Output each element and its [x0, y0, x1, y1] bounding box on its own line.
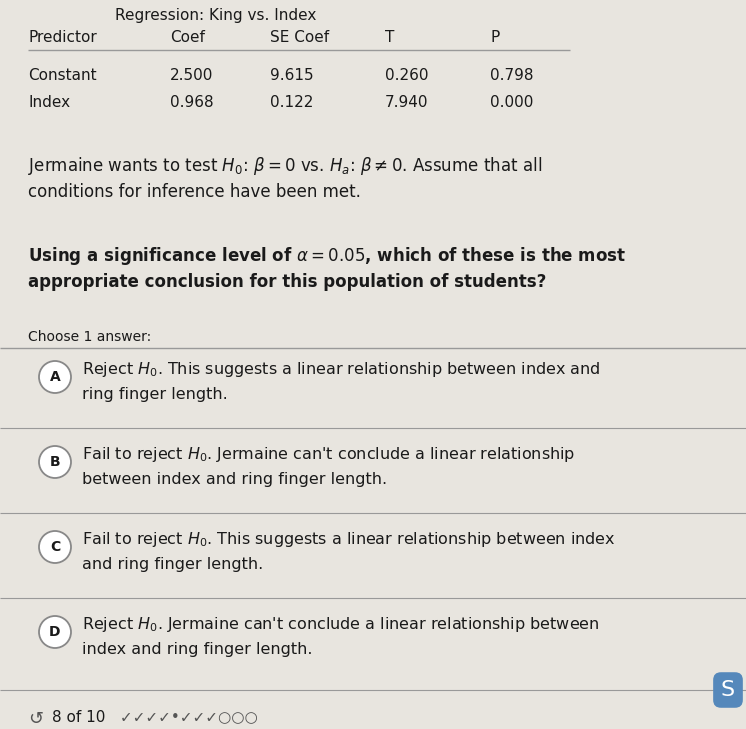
Text: Fail to reject $H_0$. Jermaine can't conclude a linear relationship: Fail to reject $H_0$. Jermaine can't con… [82, 445, 575, 464]
Text: ↺: ↺ [28, 710, 43, 728]
Text: Predictor: Predictor [28, 30, 97, 45]
Text: Index: Index [28, 95, 70, 110]
Text: Choose 1 answer:: Choose 1 answer: [28, 330, 151, 344]
Text: conditions for inference have been met.: conditions for inference have been met. [28, 183, 361, 201]
Text: 0.122: 0.122 [270, 95, 313, 110]
Text: Using a significance level of $\alpha = 0.05$, which of these is the most: Using a significance level of $\alpha = … [28, 245, 626, 267]
Text: Regression: King vs. Index: Regression: King vs. Index [115, 8, 316, 23]
Text: between index and ring finger length.: between index and ring finger length. [82, 472, 387, 487]
Text: B: B [50, 455, 60, 469]
Text: S: S [721, 680, 735, 700]
Text: index and ring finger length.: index and ring finger length. [82, 642, 313, 657]
Circle shape [39, 531, 71, 563]
Text: A: A [50, 370, 60, 384]
Text: 0.000: 0.000 [490, 95, 533, 110]
Text: Constant: Constant [28, 68, 97, 83]
Text: and ring finger length.: and ring finger length. [82, 557, 263, 572]
Text: P: P [490, 30, 499, 45]
Text: appropriate conclusion for this population of students?: appropriate conclusion for this populati… [28, 273, 546, 291]
Text: 0.968: 0.968 [170, 95, 213, 110]
Text: Jermaine wants to test $H_0$: $\beta = 0$ vs. $H_a$: $\beta \neq 0$. Assume that: Jermaine wants to test $H_0$: $\beta = 0… [28, 155, 542, 177]
Text: Coef: Coef [170, 30, 205, 45]
Circle shape [39, 446, 71, 478]
Text: ✓✓✓✓•✓✓✓○○○: ✓✓✓✓•✓✓✓○○○ [115, 710, 258, 725]
Circle shape [39, 361, 71, 393]
Text: 8 of 10: 8 of 10 [52, 710, 105, 725]
Text: D: D [49, 625, 60, 639]
Text: C: C [50, 540, 60, 554]
Text: 0.798: 0.798 [490, 68, 533, 83]
Text: 2.500: 2.500 [170, 68, 213, 83]
Text: Reject $H_0$. This suggests a linear relationship between index and: Reject $H_0$. This suggests a linear rel… [82, 360, 601, 379]
Text: 9.615: 9.615 [270, 68, 313, 83]
Circle shape [39, 616, 71, 648]
Text: 0.260: 0.260 [385, 68, 428, 83]
Text: Reject $H_0$. Jermaine can't conclude a linear relationship between: Reject $H_0$. Jermaine can't conclude a … [82, 615, 600, 634]
Text: SE Coef: SE Coef [270, 30, 329, 45]
Text: 7.940: 7.940 [385, 95, 428, 110]
Text: Fail to reject $H_0$. This suggests a linear relationship between index: Fail to reject $H_0$. This suggests a li… [82, 530, 615, 549]
Text: T: T [385, 30, 395, 45]
Text: ring finger length.: ring finger length. [82, 387, 228, 402]
